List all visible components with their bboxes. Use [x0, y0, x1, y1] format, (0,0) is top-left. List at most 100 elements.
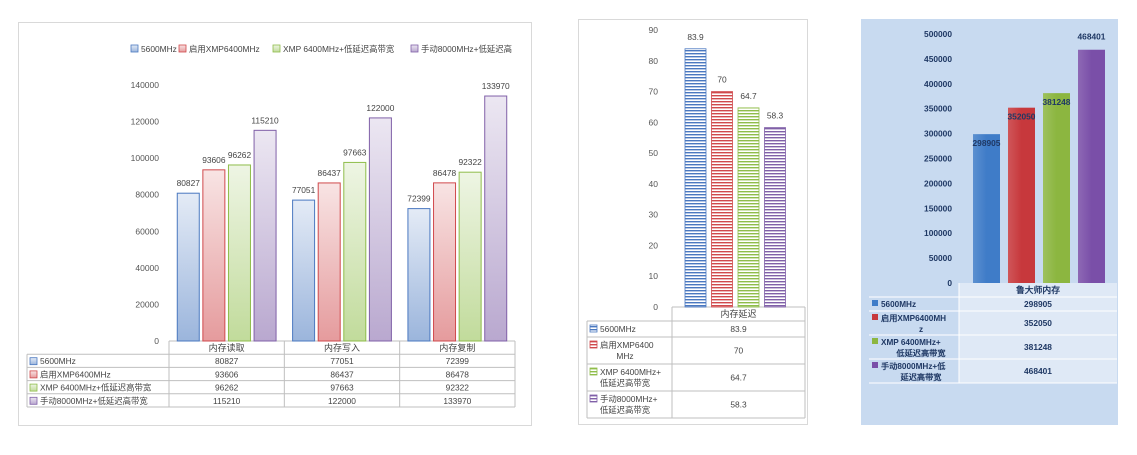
category-label: 内存延迟: [720, 308, 756, 319]
data-label: 83.9: [687, 32, 704, 42]
bar-1-1: [176, 192, 200, 342]
table-series-label: 手动8000MHz+低延迟高带宽: [40, 396, 148, 406]
data-label: 298905: [973, 138, 1001, 148]
table-series-label: 低延迟高带宽: [600, 378, 651, 388]
table-series-label: XMP 6400MHz+: [881, 338, 941, 347]
table-value: 86437: [330, 369, 354, 379]
bar-2-2: [317, 182, 341, 342]
table-series-label: 启用XMP6400: [600, 340, 654, 350]
ludashi-memory-chart-panel: 0 50000 100000 150000 200000 250000 300000 3500…: [861, 19, 1118, 425]
data-label: 70: [717, 75, 727, 85]
memory-latency-chart: 0 10 20 30 40 50 60 70 80 90 83.9 70 64.7 58.3 内存延迟 560…: [586, 25, 806, 419]
data-label: 80827: [177, 178, 201, 188]
category-label: 内存复制: [439, 342, 475, 353]
table-swatch: [589, 367, 598, 376]
bar-4-1: [253, 129, 277, 342]
y-tick-label: 0: [947, 278, 952, 288]
y-tick-label: 10: [649, 271, 659, 281]
bar-2-3: [433, 182, 457, 342]
table-series-label: 低延迟高带宽: [895, 348, 946, 358]
table-value: 115210: [213, 396, 241, 406]
data-label: 58.3: [767, 111, 784, 121]
y-tick-label: 350000: [924, 104, 952, 114]
table-series-label: 延迟高带宽: [900, 372, 943, 382]
y-tick-label: 50: [649, 148, 659, 158]
table-series-label: 5600MHz: [40, 356, 76, 366]
table-swatch: [872, 300, 878, 306]
y-tick-label: 40: [649, 179, 659, 189]
data-label: 122000: [366, 103, 394, 113]
table-value: 58.3: [730, 400, 747, 410]
data-label: 92322: [458, 157, 482, 167]
bar-1: [973, 134, 1000, 283]
data-label: 115210: [251, 115, 279, 125]
bar-2-1: [202, 169, 226, 342]
y-tick-label: 0: [653, 302, 658, 312]
table-value: 80827: [215, 356, 239, 366]
table-series-label: 手动8000MHz+低: [881, 361, 946, 371]
data-label: 77051: [292, 185, 316, 195]
y-tick-label: 30: [649, 210, 659, 220]
table-value-bg: [959, 283, 1117, 383]
data-label: 381248: [1043, 97, 1071, 107]
y-tick-label: 90: [649, 25, 659, 35]
bar-3-3: [458, 171, 482, 342]
legend-label-1: 5600MHz: [141, 44, 177, 54]
bar-3-1: [227, 164, 251, 342]
table-value: 77051: [330, 356, 354, 366]
bar-4: [1078, 49, 1105, 284]
y-tick-label: 400000: [924, 79, 952, 89]
y-tick-label: 250000: [924, 154, 952, 164]
table-value: 64.7: [730, 373, 747, 383]
table-value: 72399: [446, 356, 470, 366]
table-swatch: [29, 396, 38, 405]
y-tick-label: 20000: [135, 299, 159, 309]
y-tick-label: 60000: [135, 226, 159, 236]
table-swatch: [872, 362, 878, 368]
y-tick-label: 20: [649, 240, 659, 250]
table-series-label: MHz: [616, 351, 633, 361]
y-tick-label: 70: [649, 87, 659, 97]
table-series-label: 启用XMP6400MHz: [40, 369, 111, 379]
category-label: 内存读取: [209, 342, 245, 353]
table-series-label: XMP 6400MHz+低延迟高带宽: [40, 383, 152, 393]
table-swatch: [872, 314, 878, 320]
bar-1-2: [292, 199, 316, 342]
bar-3: [1043, 93, 1070, 284]
table-value: 298905: [1024, 299, 1052, 309]
y-tick-label: 80: [649, 56, 659, 66]
table-swatch: [29, 370, 38, 379]
memory-latency-chart-panel: 0 10 20 30 40 50 60 70 80 90 83.9 70 64.7 58.3 内存延迟 560…: [578, 19, 808, 425]
legend-swatch-1: [130, 44, 139, 53]
y-tick-label: 100000: [131, 153, 160, 163]
y-tick-label: 200000: [924, 178, 952, 188]
table-series-label: 5600MHz: [881, 300, 916, 309]
y-tick-label: 80000: [135, 190, 159, 200]
table-value: 70: [734, 346, 744, 356]
table-series-label: z: [919, 325, 923, 334]
table-swatch: [29, 357, 38, 366]
bar-3-2: [343, 161, 367, 342]
data-label: 97663: [343, 147, 367, 157]
memory-bandwidth-chart-panel: 5600MHz 启用XMP6400MHz XMP 6400MHz+低延迟高带宽 手动8…: [18, 22, 532, 426]
bar-4-3: [484, 95, 508, 342]
table-series-label: XMP 6400MHz+: [600, 367, 661, 377]
data-label: 96262: [228, 150, 252, 160]
table-value: 86478: [446, 369, 470, 379]
bar-4-2: [368, 117, 392, 342]
table-swatch: [589, 340, 598, 349]
y-tick-label: 150000: [924, 203, 952, 213]
table-series-label: 5600MHz: [600, 324, 636, 334]
table-value: 468401: [1024, 366, 1052, 376]
y-tick-label: 0: [154, 336, 159, 346]
category-label: 内存写入: [324, 342, 360, 353]
table-swatch: [589, 394, 598, 403]
memory-bandwidth-chart: 5600MHz 启用XMP6400MHz XMP 6400MHz+低延迟高带宽 手动8…: [26, 44, 516, 408]
category-label: 鲁大师内存: [1016, 284, 1060, 295]
ludashi-memory-chart: 0 50000 100000 150000 200000 250000 300000 3500…: [869, 29, 1117, 384]
data-label: 352050: [1008, 112, 1036, 122]
table-value: 352050: [1024, 318, 1052, 328]
data-label: 468401: [1078, 32, 1106, 42]
table-value: 97663: [330, 383, 354, 393]
y-tick-label: 50000: [929, 253, 953, 263]
